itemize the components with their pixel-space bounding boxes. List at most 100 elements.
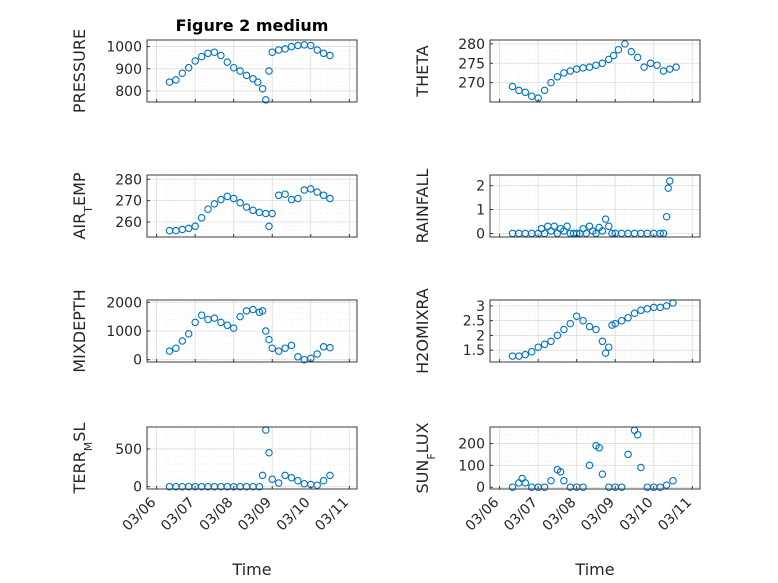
data-point xyxy=(191,57,199,65)
data-point xyxy=(592,325,600,334)
data-point xyxy=(319,49,328,58)
data-point xyxy=(258,471,267,480)
axes-box xyxy=(489,426,701,490)
data-point xyxy=(598,470,607,478)
data-point xyxy=(326,471,334,480)
data-point xyxy=(598,59,607,68)
y-tick-label: 900 xyxy=(115,62,142,78)
data-point xyxy=(326,51,334,60)
data-point xyxy=(656,483,664,491)
data-point xyxy=(521,88,530,97)
data-point xyxy=(217,51,225,60)
data-point xyxy=(637,463,645,472)
data-point xyxy=(540,483,549,491)
y-tick-label: 1000 xyxy=(106,40,142,56)
data-point xyxy=(633,53,642,62)
data-point xyxy=(265,335,273,344)
plot-area xyxy=(147,427,357,489)
data-point xyxy=(217,195,225,204)
data-point xyxy=(265,222,273,231)
plot-area xyxy=(490,300,700,362)
data-point xyxy=(229,324,238,332)
data-point xyxy=(172,344,180,352)
axes-box xyxy=(146,39,358,103)
y-tick-label: 2000 xyxy=(106,295,142,311)
y-tick-label: 100 xyxy=(458,458,485,474)
axes-box xyxy=(489,174,701,238)
data-point xyxy=(217,318,225,327)
plot-area xyxy=(147,40,357,102)
data-point xyxy=(236,67,244,75)
data-point xyxy=(249,206,257,215)
figure-title: Figure 2 medium xyxy=(176,16,329,35)
data-point xyxy=(313,481,321,489)
data-point xyxy=(617,316,626,325)
y-axis-label: MIXDEPTH xyxy=(70,289,89,372)
data-point xyxy=(609,51,618,60)
data-point xyxy=(249,305,257,314)
y-axis-label: TERRMSL xyxy=(70,423,95,495)
plot-area xyxy=(490,427,700,489)
y-axis-label-subscript: F xyxy=(425,453,438,459)
data-point xyxy=(265,448,273,457)
data-point xyxy=(550,222,558,231)
data-point xyxy=(534,343,542,351)
data-point xyxy=(307,41,315,50)
data-point xyxy=(595,444,603,452)
data-point xyxy=(313,46,321,54)
data-point xyxy=(653,61,661,69)
data-point xyxy=(255,482,264,491)
y-axis-label-main: AIR xyxy=(70,213,89,240)
data-point xyxy=(566,319,575,328)
data-point xyxy=(601,349,610,357)
data-point xyxy=(611,319,619,328)
data-point xyxy=(223,58,232,66)
data-point xyxy=(319,191,328,200)
data-point xyxy=(242,203,251,211)
data-point xyxy=(598,227,607,235)
subplot-theta: 270 275 280 THETA xyxy=(413,37,701,103)
y-tick-label: 3 xyxy=(476,299,485,315)
data-point xyxy=(630,309,639,318)
subplot-h2omixra: 1.522.53 H2OMIXRA xyxy=(413,288,701,374)
data-point xyxy=(165,78,174,86)
data-point xyxy=(556,468,565,476)
data-point xyxy=(521,350,530,359)
y-axis-label: PRESSURE xyxy=(70,29,89,113)
data-point xyxy=(172,76,180,84)
y-axis-label: RAINFALL xyxy=(413,169,432,244)
data-point xyxy=(669,476,677,485)
y-tick-label: 500 xyxy=(115,442,142,458)
data-point xyxy=(540,86,549,95)
y-axis-label-rest: LUX xyxy=(413,422,432,453)
data-point xyxy=(274,479,283,487)
data-point xyxy=(547,476,555,485)
data-point xyxy=(274,347,283,355)
y-tick-label: 1 xyxy=(476,203,485,219)
data-point xyxy=(262,96,270,104)
y-tick-label: 280 xyxy=(458,37,485,53)
data-point xyxy=(617,483,626,491)
data-point xyxy=(204,205,212,213)
subplot-rainfall: 0 1 2 RAINFALL xyxy=(413,169,701,244)
y-tick-label: 0 xyxy=(133,353,142,369)
data-point xyxy=(268,475,276,483)
y-tick-label: 200 xyxy=(458,436,485,452)
data-point xyxy=(633,430,642,439)
data-point xyxy=(560,476,568,485)
data-point xyxy=(605,55,613,64)
x-axis-label-left: Time xyxy=(231,560,271,579)
subplot-pressure: 800 900 1000 PRESSURE xyxy=(70,29,358,113)
data-point xyxy=(258,84,267,93)
data-point xyxy=(258,307,267,315)
y-tick-label: 0 xyxy=(133,480,142,496)
data-point xyxy=(627,47,636,56)
y-tick-label: 280 xyxy=(115,172,142,188)
data-point xyxy=(614,45,623,54)
y-axis-label: H2OMIXRA xyxy=(413,288,432,374)
data-point xyxy=(287,473,296,482)
data-point xyxy=(605,343,613,351)
data-point xyxy=(262,327,270,335)
x-axis-label-right: Time xyxy=(574,560,614,579)
